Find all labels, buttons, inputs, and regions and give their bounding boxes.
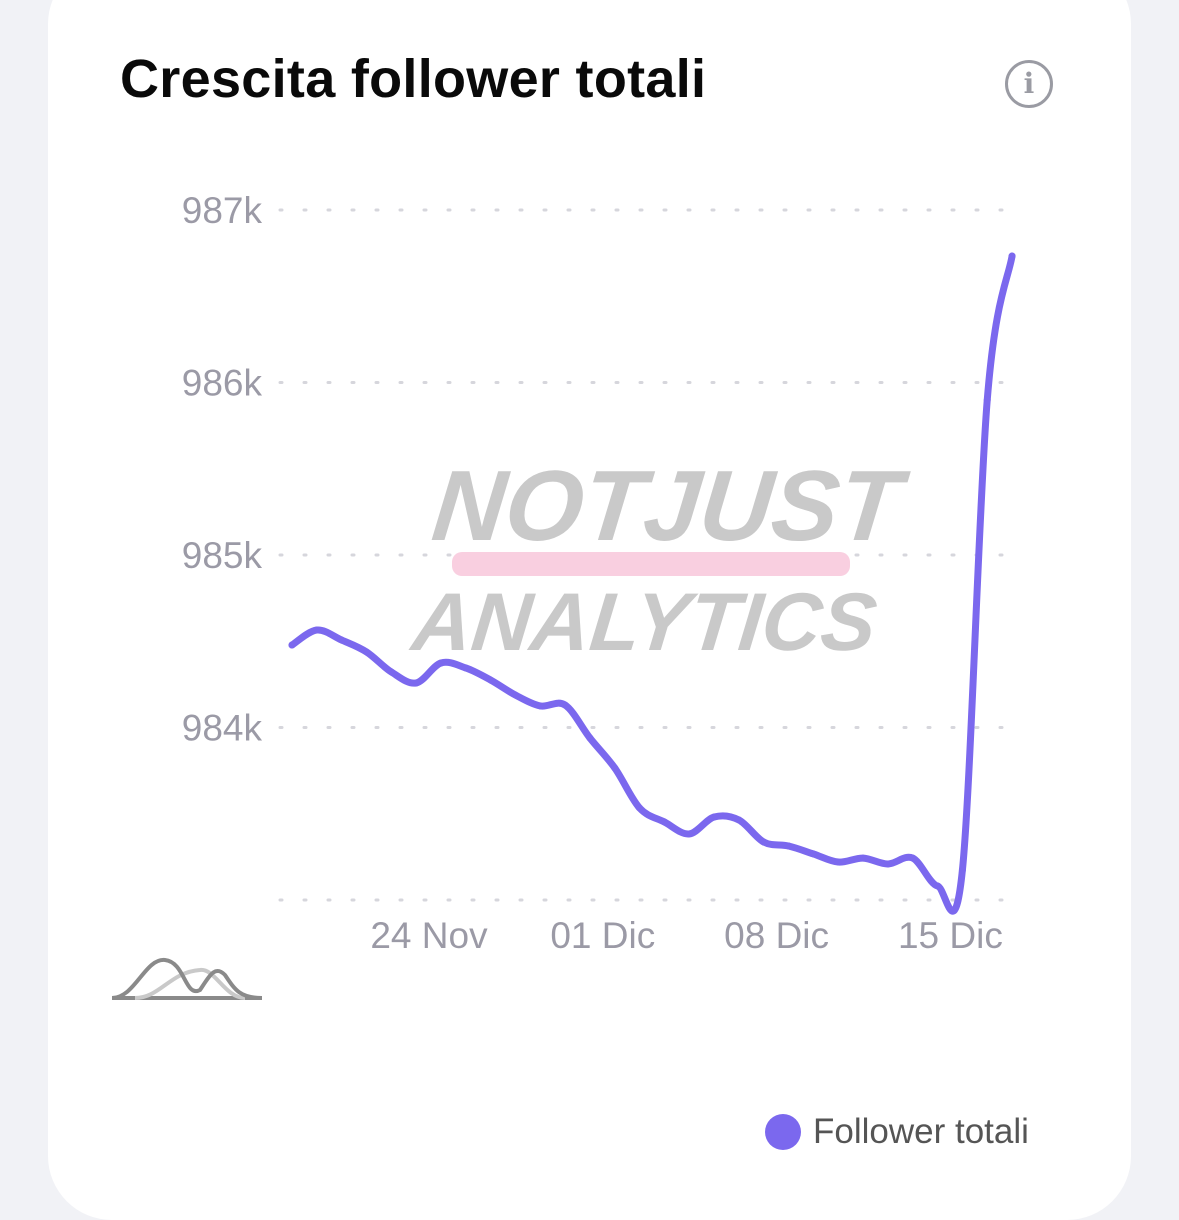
data-point-02-Dic[interactable] xyxy=(636,804,644,812)
data-point-08-Dic[interactable] xyxy=(785,842,793,850)
chart-title: Crescita follower totali xyxy=(120,49,707,109)
data-point-03-Dic[interactable] xyxy=(660,818,668,826)
y-tick-label: 985k xyxy=(182,535,263,576)
y-tick-label: 986k xyxy=(182,363,263,404)
y-tick-label: 984k xyxy=(182,708,263,749)
data-point-30-Nov[interactable] xyxy=(586,734,594,742)
svg-text:NOTJUST: NOTJUST xyxy=(428,450,914,562)
data-point-10-Dic[interactable] xyxy=(834,858,842,866)
x-tick-label: 08 Dic xyxy=(724,915,829,956)
chart-card xyxy=(48,0,1131,1220)
distribution-curves-icon[interactable] xyxy=(111,958,263,1000)
data-point-11-Dic[interactable] xyxy=(859,854,867,862)
data-point-14-Dic[interactable] xyxy=(934,882,942,890)
data-point-22-Nov[interactable] xyxy=(387,668,395,676)
data-point-16-Dic[interactable] xyxy=(983,396,991,404)
data-point-09-Dic[interactable] xyxy=(809,850,817,858)
legend-label: Follower totali xyxy=(813,1112,1029,1151)
x-tick-label: 01 Dic xyxy=(550,915,655,956)
data-point-06-Dic[interactable] xyxy=(735,816,743,824)
data-point-29-Nov[interactable] xyxy=(561,701,569,709)
data-point-01-Dic[interactable] xyxy=(611,764,619,772)
legend: Follower totali xyxy=(765,1112,1029,1152)
data-point-07-Dic[interactable] xyxy=(760,838,768,846)
data-point-23-Nov[interactable] xyxy=(412,679,420,687)
x-tick-label: 15 Dic xyxy=(898,915,1003,956)
data-point-26-Nov[interactable] xyxy=(487,676,495,684)
data-point-21-Nov[interactable] xyxy=(362,648,370,656)
data-point-19-Nov[interactable] xyxy=(313,626,321,634)
data-point-05-Dic[interactable] xyxy=(710,813,718,821)
data-point-04-Dic[interactable] xyxy=(685,830,693,838)
info-icon[interactable]: i xyxy=(1005,60,1053,108)
x-tick-label: 24 Nov xyxy=(370,915,488,956)
data-point-20-Nov[interactable] xyxy=(338,636,346,644)
legend-swatch xyxy=(765,1114,801,1150)
watermark-logo: NOTJUST ANALYTICS xyxy=(406,450,913,668)
data-point-24-Nov[interactable] xyxy=(437,659,445,667)
data-point-17-Dic[interactable] xyxy=(1008,252,1016,260)
data-point-12-Dic[interactable] xyxy=(884,860,892,868)
data-point-25-Nov[interactable] xyxy=(462,664,470,672)
data-point-15-Dic[interactable] xyxy=(958,866,966,874)
data-point-18-Nov[interactable] xyxy=(288,641,296,649)
data-point-27-Nov[interactable] xyxy=(511,691,519,699)
y-tick-label: 987k xyxy=(182,190,263,231)
svg-text:ANALYTICS: ANALYTICS xyxy=(406,577,881,668)
data-point-28-Nov[interactable] xyxy=(536,702,544,710)
data-point-13-Dic[interactable] xyxy=(909,854,917,862)
